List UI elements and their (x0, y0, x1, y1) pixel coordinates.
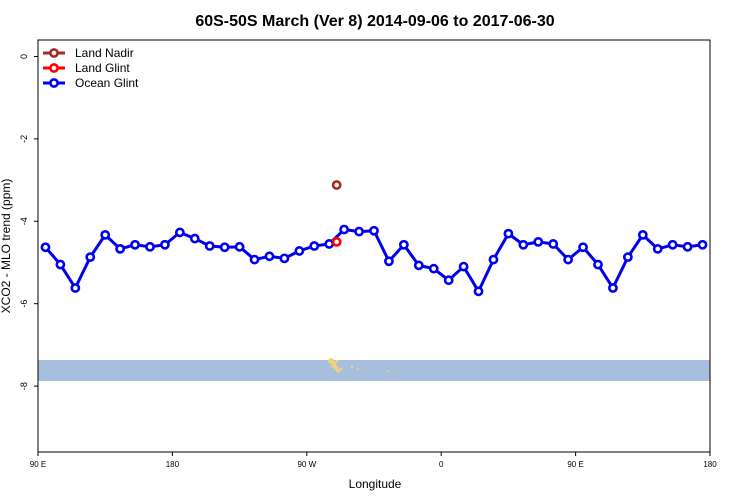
ocean-glint-point (398, 239, 409, 250)
ocean-glint-point (548, 239, 559, 249)
y-axis-label: XCO2 - MLO trend (ppm) (0, 179, 13, 314)
legend-land-nadir-marker (49, 48, 59, 58)
legend-land-glint-marker (49, 63, 59, 73)
land-marks (328, 358, 389, 373)
ocean-glint-point (40, 242, 51, 253)
ocean-glint-point (369, 225, 379, 236)
ocean-glint-point (309, 241, 320, 251)
land-speck (333, 365, 339, 371)
ocean-glint-point (264, 251, 275, 262)
x-tick-label: 90 W (297, 460, 316, 469)
legend-land-glint-label: Land Glint (75, 61, 130, 75)
series-layer (40, 180, 708, 297)
land-speck (387, 370, 389, 372)
ocean-glint-point (578, 242, 588, 253)
ocean-glint-point (413, 260, 424, 271)
x-axis-ticks: 90 E 180 90 W 0 90 E 180 (30, 452, 717, 469)
map-strip (38, 358, 710, 381)
ocean-glint-point (428, 263, 439, 274)
ocean-glint-point (115, 243, 126, 254)
land-speck (335, 359, 339, 363)
land-speck (331, 364, 335, 368)
ocean-glint-point (503, 228, 514, 239)
y-tick-label: -6 (19, 300, 29, 308)
ocean-glint-point (174, 227, 185, 238)
ocean-glint-point (458, 261, 469, 272)
ocean-glint-point (354, 226, 364, 237)
ocean-glint-point (219, 242, 230, 253)
ocean-glint-point (70, 283, 81, 293)
ocean-glint-point (473, 286, 484, 297)
ocean-band (38, 360, 710, 381)
chart-title: 60S-50S March (Ver 8) 2014-09-06 to 2017… (195, 13, 554, 30)
ocean-glint-line (44, 228, 703, 293)
legend-ocean-glint-label: Ocean Glint (75, 76, 139, 90)
land-speck (350, 365, 354, 369)
ocean-glint-point (234, 241, 245, 252)
ocean-glint-point (279, 253, 290, 264)
ocean-glint-point (204, 241, 215, 251)
ocean-glint-point (533, 236, 544, 247)
land-nadir-point (331, 180, 342, 190)
legend-land-nadir-label: Land Nadir (75, 46, 134, 60)
ocean-glint-point (682, 241, 693, 252)
y-tick-label: -4 (19, 217, 29, 225)
ocean-glint-point (518, 239, 529, 250)
ocean-glint-point (130, 239, 140, 250)
ocean-glint-point (189, 233, 200, 244)
plot-frame (37, 39, 711, 453)
x-axis-label: Longitude (349, 477, 402, 491)
ocean-glint-point (593, 259, 603, 270)
x-tick-label: 180 (703, 460, 717, 469)
y-axis-ticks: 0 -2 -4 -6 -8 (19, 54, 38, 390)
ocean-glint-point (160, 239, 170, 250)
ocean-glint-point (294, 246, 305, 256)
land-glint-point (331, 236, 342, 247)
land-speck (357, 368, 359, 370)
ocean-glint-point (384, 256, 394, 267)
ocean-glint-point (652, 243, 663, 254)
ocean-glint-point (85, 252, 96, 263)
ocean-glint-point (697, 239, 708, 250)
ocean-glint-point (667, 239, 678, 250)
ocean-glint-point (100, 229, 111, 240)
land-speck (336, 369, 340, 373)
ocean-glint-point (55, 259, 66, 270)
ocean-glint-point (145, 241, 155, 252)
y-tick-label: -8 (19, 382, 29, 390)
ocean-glint-point (637, 229, 648, 240)
x-tick-label: 90 E (567, 460, 583, 469)
y-tick-label: -2 (19, 135, 29, 143)
ocean-glint-point (622, 252, 633, 263)
ocean-glint-point (339, 224, 350, 235)
ocean-glint-point (443, 275, 454, 286)
land-speck (339, 367, 343, 371)
ocean-glint-point (488, 254, 499, 265)
ocean-glint-point (563, 254, 574, 265)
ocean-glint-point (324, 239, 335, 249)
x-tick-label: 180 (166, 460, 180, 469)
legend-ocean-glint-marker (49, 78, 59, 88)
x-tick-label: 0 (439, 460, 444, 469)
x-tick-label: 90 E (30, 460, 46, 469)
ocean-glint-point (608, 283, 618, 293)
ocean-glint-point (249, 254, 260, 265)
y-tick-label: 0 (19, 54, 29, 59)
